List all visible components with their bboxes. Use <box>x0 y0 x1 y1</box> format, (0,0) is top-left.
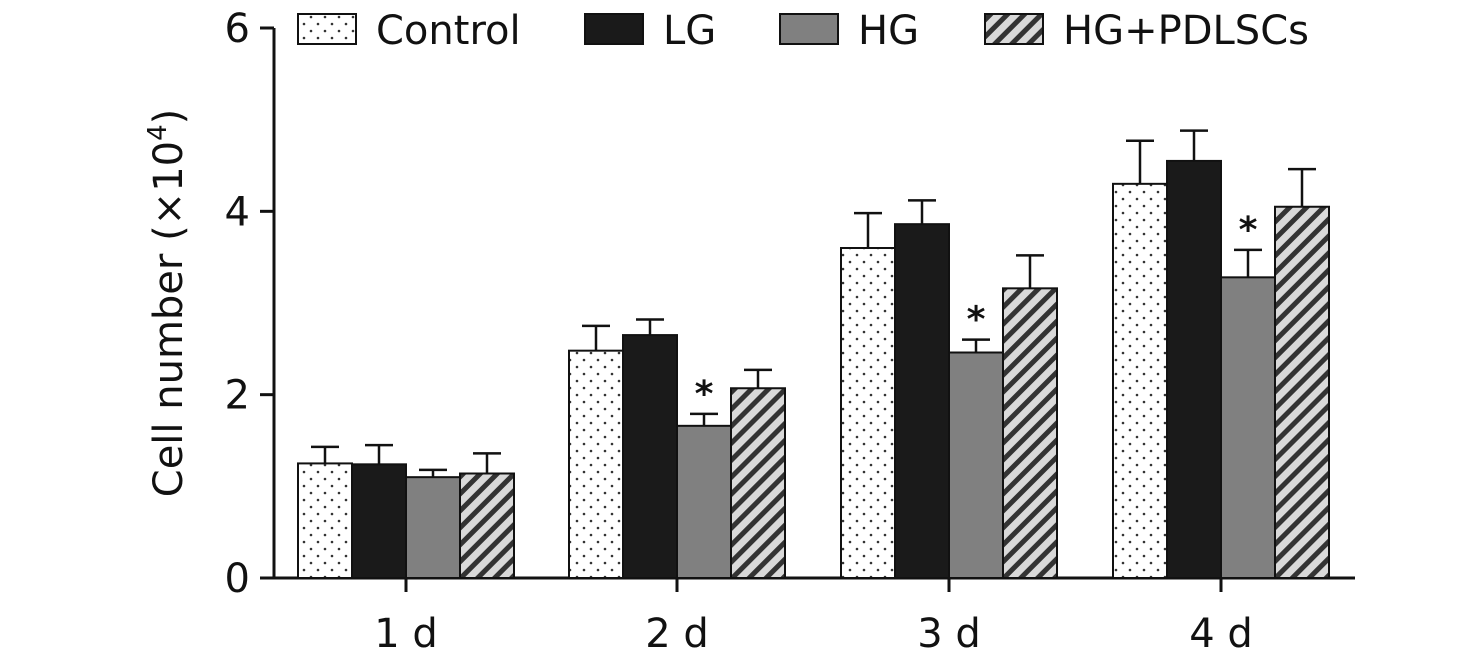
bars: * * * <box>297 129 1330 580</box>
x-tick-label: 1 d <box>374 611 438 657</box>
bar-hg <box>948 351 1004 579</box>
bar-lg <box>1166 159 1222 580</box>
bar-lg <box>622 334 678 580</box>
bar-hg-pdlscs <box>730 387 786 579</box>
bar-hg <box>1220 276 1276 579</box>
bar-hg <box>405 476 461 579</box>
legend-swatch <box>297 13 357 45</box>
x-axis: 1 d 2 d 3 d 4 d <box>273 576 1355 657</box>
legend-label: HG <box>858 8 919 54</box>
bar-lg <box>894 223 950 580</box>
y-tick-label: 4 <box>225 189 250 235</box>
x-tick-label: 4 d <box>1189 611 1253 657</box>
y-axis-title: Cell number (×104) <box>143 109 192 497</box>
bar-hg-pdlscs <box>1274 205 1330 579</box>
legend-label: LG <box>663 8 716 54</box>
bar-control <box>840 247 896 579</box>
bar-hg-pdlscs <box>1002 287 1058 579</box>
x-tick-label: 2 d <box>645 611 709 657</box>
y-tick-label: 0 <box>225 556 250 602</box>
legend-swatch <box>779 13 839 45</box>
legend-label: HG+PDLSCs <box>1063 8 1309 54</box>
y-tick-label: 6 <box>225 6 250 52</box>
bar-lg <box>351 463 407 580</box>
significance-marker: * <box>695 374 714 415</box>
legend-label: Control <box>376 8 521 54</box>
bar-control <box>568 349 624 579</box>
bar-hg <box>676 424 732 580</box>
legend-swatch <box>584 13 644 45</box>
y-tick-label: 2 <box>225 373 250 419</box>
significance-marker: * <box>967 300 986 341</box>
legend-swatch <box>984 13 1044 45</box>
significance-marker: * <box>1239 210 1258 251</box>
bar-control <box>1112 182 1168 579</box>
legend: Control LG HG HG+PDLSCs <box>297 8 1309 54</box>
bar-control <box>297 462 353 579</box>
bar-hg-pdlscs <box>459 472 515 579</box>
y-axis: 0 2 4 6 <box>225 6 276 602</box>
y-axis-title-superscript: 4 <box>143 124 173 141</box>
x-tick-label: 3 d <box>917 611 981 657</box>
